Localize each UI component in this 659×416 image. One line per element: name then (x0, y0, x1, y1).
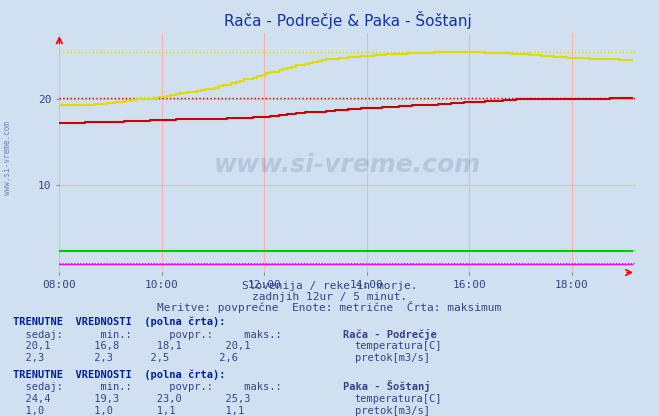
Text: pretok[m3/s]: pretok[m3/s] (355, 353, 430, 363)
Text: temperatura[C]: temperatura[C] (355, 394, 442, 404)
Text: www.si-vreme.com: www.si-vreme.com (214, 153, 481, 177)
Text: 20,1       16,8      18,1       20,1: 20,1 16,8 18,1 20,1 (13, 342, 250, 352)
Text: 1,0        1,0       1,1        1,1: 1,0 1,0 1,1 1,1 (13, 406, 244, 416)
Text: temperatura[C]: temperatura[C] (355, 342, 442, 352)
Text: www.si-vreme.com: www.si-vreme.com (3, 121, 13, 195)
Text: 2,3        2,3      2,5        2,6: 2,3 2,3 2,5 2,6 (13, 353, 238, 363)
Text: TRENUTNE  VREDNOSTI  (polna črta):: TRENUTNE VREDNOSTI (polna črta): (13, 369, 225, 380)
Text: Meritve: povprečne  Enote: metrične  Črta: maksimum: Meritve: povprečne Enote: metrične Črta:… (158, 301, 501, 313)
Text: Paka - Šoštanj: Paka - Šoštanj (343, 380, 430, 392)
Text: TRENUTNE  VREDNOSTI  (polna črta):: TRENUTNE VREDNOSTI (polna črta): (13, 317, 225, 327)
Text: sedaj:      min.:      povpr.:     maks.:: sedaj: min.: povpr.: maks.: (13, 382, 282, 392)
Text: Rača - Podrečje: Rača - Podrečje (343, 329, 436, 340)
Text: sedaj:      min.:      povpr.:     maks.:: sedaj: min.: povpr.: maks.: (13, 330, 282, 340)
Text: pretok[m3/s]: pretok[m3/s] (355, 406, 430, 416)
Text: zadnjih 12ur / 5 minut.: zadnjih 12ur / 5 minut. (252, 292, 407, 302)
Text: Slovenija / reke in morje.: Slovenija / reke in morje. (242, 281, 417, 291)
Text: 24,4       19,3      23,0       25,3: 24,4 19,3 23,0 25,3 (13, 394, 250, 404)
Title: Rača - Podrečje & Paka - Šoštanj: Rača - Podrečje & Paka - Šoštanj (224, 11, 471, 30)
